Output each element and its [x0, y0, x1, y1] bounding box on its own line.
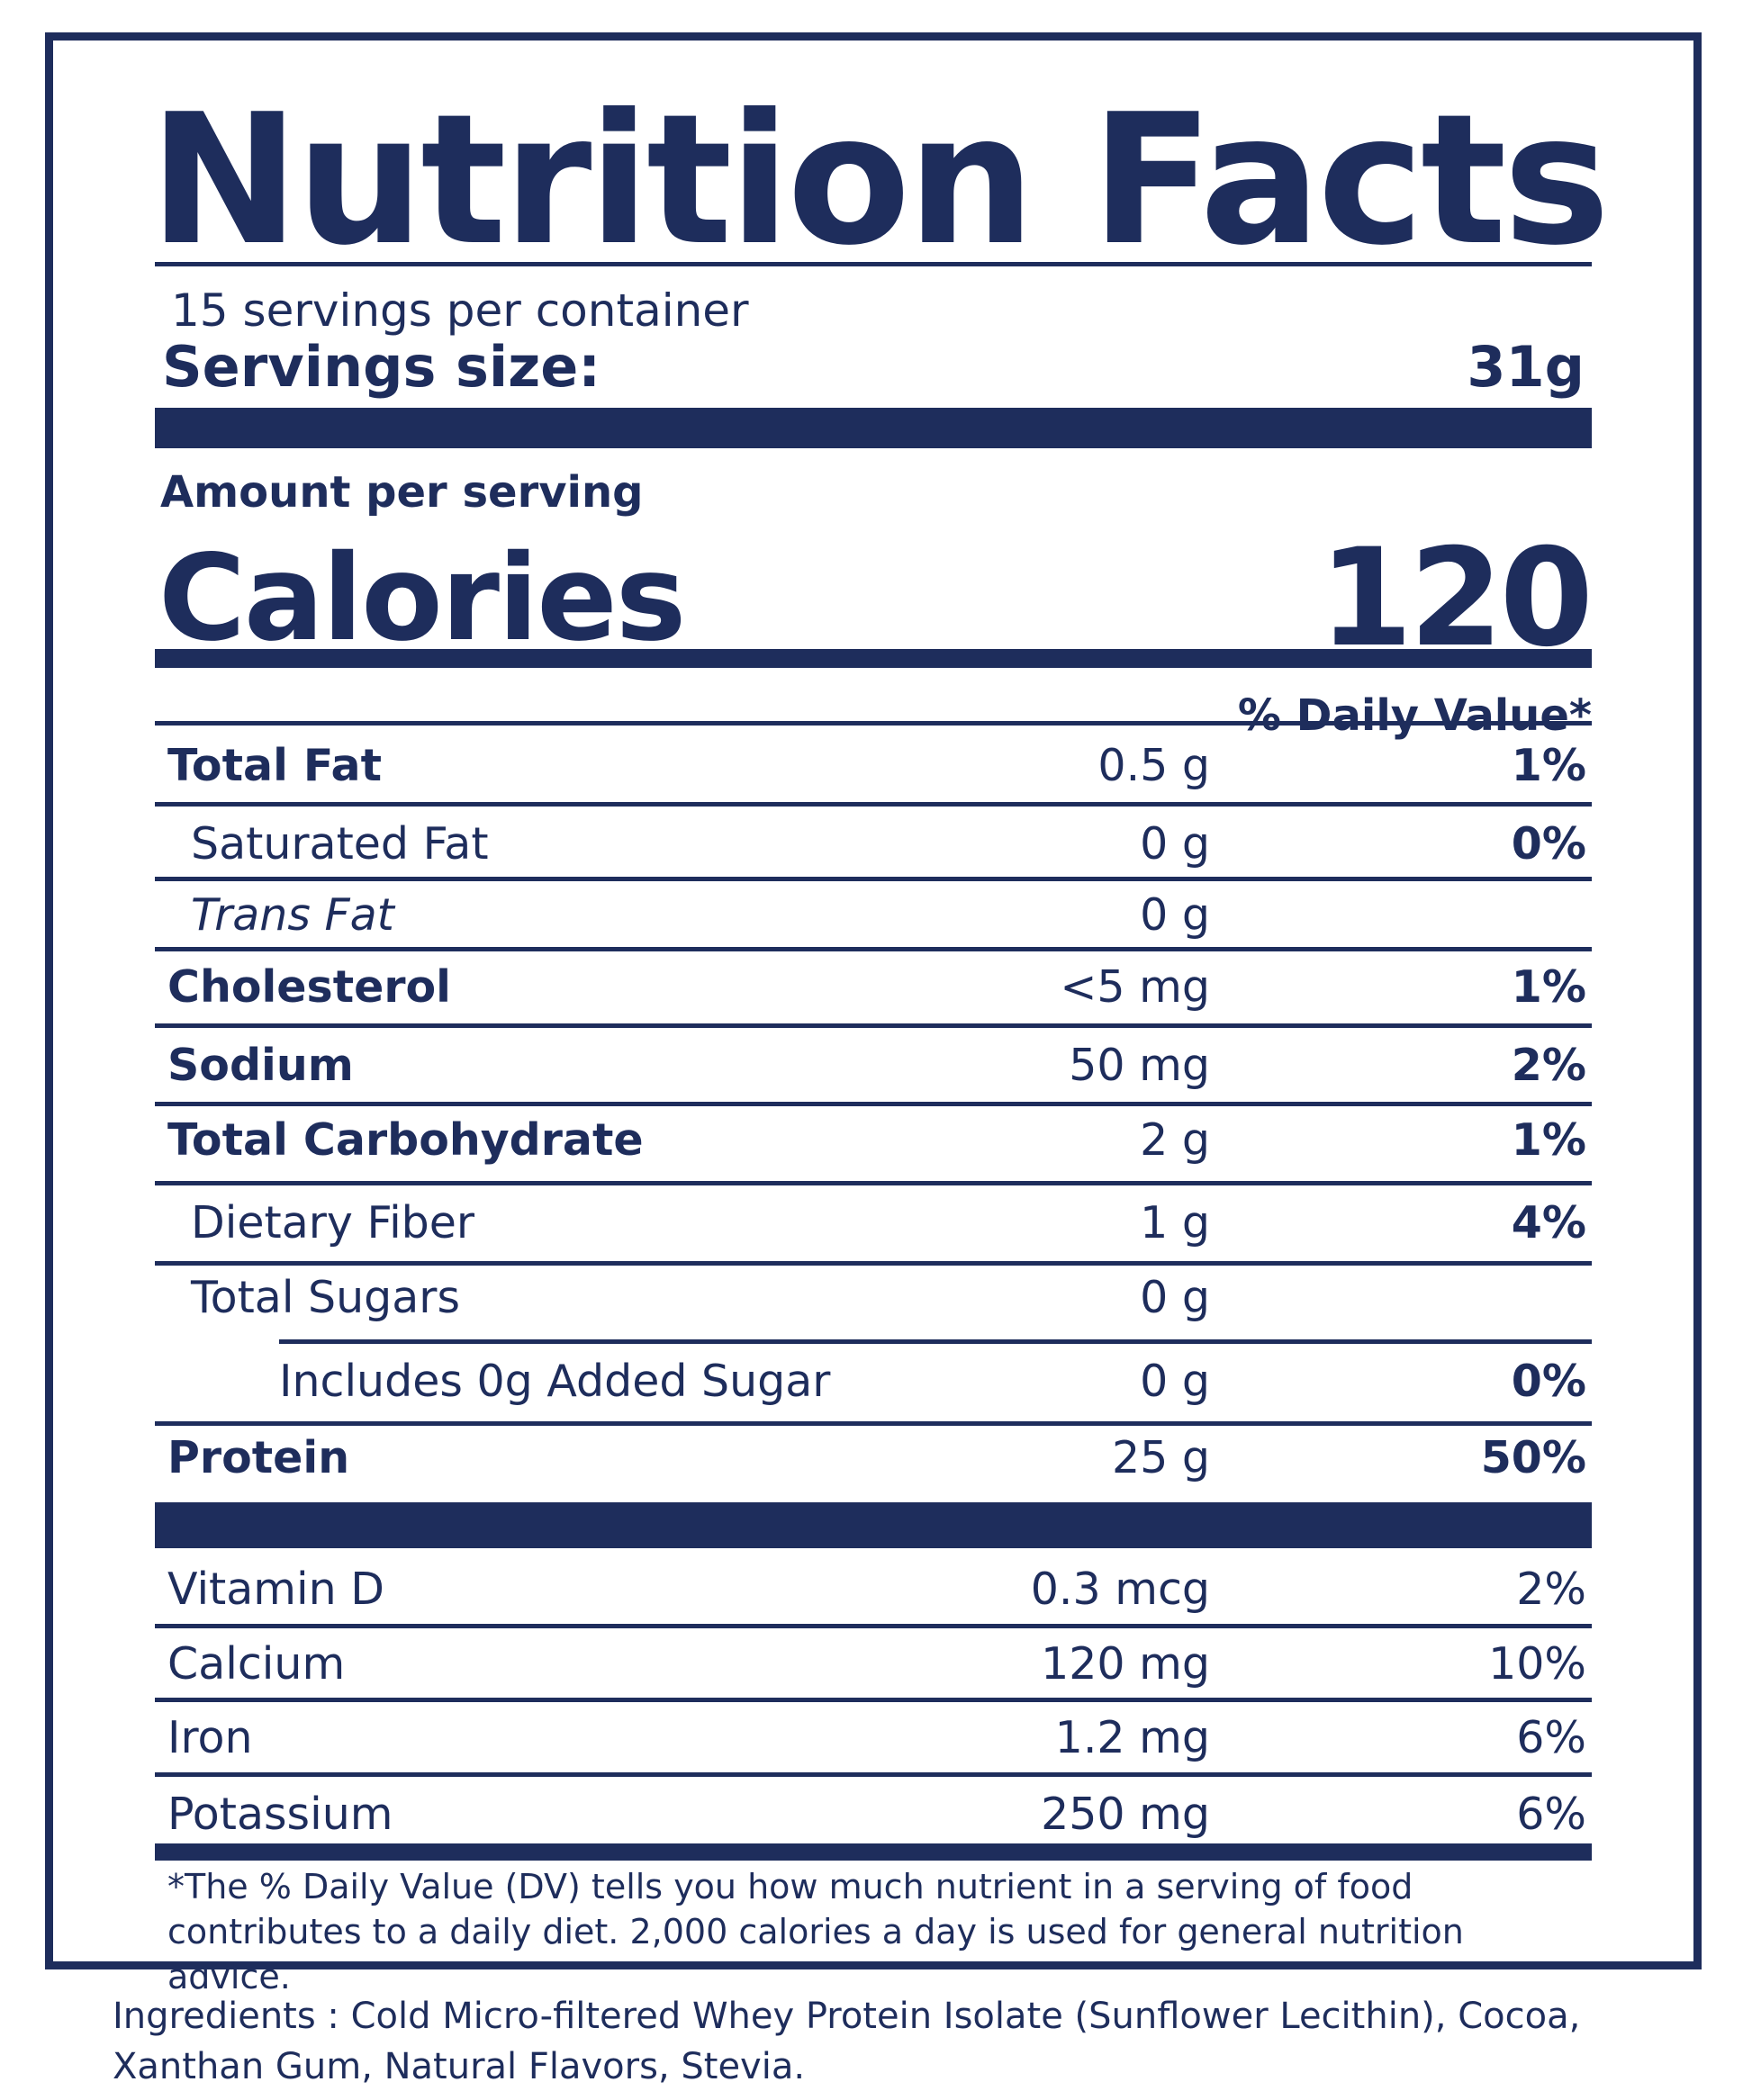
amount-per-serving: Amount per serving — [160, 467, 644, 518]
divider — [155, 1023, 1592, 1028]
nutrient-row-saturated-fat: Saturated Fat 0 g 0% — [155, 807, 1592, 877]
nutrient-amount: <5 mg — [1060, 961, 1210, 1013]
nutrient-name: Total Carbohydrate — [167, 1114, 644, 1166]
thick-divider — [155, 1502, 1592, 1548]
vitamin-row-potassium: Potassium 250 mg 6% — [155, 1777, 1592, 1847]
divider — [155, 1421, 1592, 1426]
nutrient-row-dietary-fiber: Dietary Fiber 1 g 4% — [155, 1185, 1592, 1261]
divider — [155, 947, 1592, 951]
label-content: Nutrition Facts 15 servings per containe… — [149, 41, 1610, 1996]
vitamin-dv: 10% — [1488, 1638, 1586, 1690]
thick-divider — [155, 1843, 1592, 1861]
nutrient-dv: 50% — [1480, 1432, 1586, 1483]
nutrient-amount: 2 g — [1140, 1114, 1210, 1166]
nutrient-row-total-sugars: Total Sugars 0 g — [155, 1266, 1592, 1339]
servings-per-container: 15 servings per container — [171, 284, 749, 337]
thick-divider — [155, 408, 1592, 448]
nutrient-dv: 0% — [1511, 1356, 1586, 1407]
nutrient-dv: 1% — [1511, 961, 1586, 1013]
vitamin-amount: 1.2 mg — [1054, 1712, 1210, 1763]
nutrient-name: Dietary Fiber — [191, 1197, 475, 1248]
vitamin-amount: 120 mg — [1041, 1638, 1210, 1690]
divider — [155, 262, 1592, 266]
ingredients-text: Ingredients : Cold Micro-filtered Whey P… — [113, 1996, 1581, 2087]
calories-label: Calories — [158, 529, 686, 668]
nutrient-row-cholesterol: Cholesterol <5 mg 1% — [155, 951, 1592, 1023]
thick-divider — [155, 649, 1592, 668]
vitamin-dv: 6% — [1516, 1789, 1586, 1840]
divider — [155, 1261, 1592, 1266]
vitamin-dv: 6% — [1516, 1712, 1586, 1763]
daily-value-header: % Daily Value* — [1237, 690, 1592, 741]
divider — [155, 1102, 1592, 1106]
nutrient-name: Saturated Fat — [191, 818, 489, 870]
vitamin-row-vitamin-d: Vitamin D 0.3 mcg 2% — [155, 1548, 1592, 1624]
indented-divider — [279, 1339, 1592, 1344]
nutrient-amount: 0 g — [1140, 889, 1210, 941]
nutrient-amount: 0 g — [1140, 1356, 1210, 1407]
nutrient-row-total-fat: Total Fat 0.5 g 1% — [155, 728, 1592, 802]
nutrient-amount: 25 g — [1111, 1432, 1210, 1483]
daily-value-footnote: *The % Daily Value (DV) tells you how mu… — [167, 1867, 1464, 1996]
vitamin-row-iron: Iron 1.2 mg 6% — [155, 1702, 1592, 1772]
nutrition-label: Nutrition Facts 15 servings per containe… — [45, 32, 1702, 1996]
nutrient-dv: 4% — [1511, 1197, 1586, 1248]
nutrient-name: Cholesterol — [167, 961, 451, 1013]
nutrient-row-trans-fat: Trans Fat 0 g — [155, 881, 1592, 947]
vitamin-dv: 2% — [1516, 1564, 1586, 1615]
serving-size-value: 31g — [1467, 334, 1585, 400]
nutrient-row-total-carbohydrate: Total Carbohydrate 2 g 1% — [155, 1106, 1592, 1181]
nutrient-name: Total Fat — [167, 740, 383, 791]
nutrient-dv: 0% — [1511, 818, 1586, 870]
nutrient-dv: 2% — [1511, 1040, 1586, 1091]
nutrient-amount: 50 mg — [1069, 1040, 1210, 1091]
nutrient-name: Protein — [167, 1432, 350, 1483]
vitamin-name: Potassium — [167, 1789, 393, 1840]
divider — [155, 1698, 1592, 1702]
nutrient-dv: 1% — [1511, 1114, 1586, 1166]
nutrient-name: Sodium — [167, 1040, 354, 1091]
nutrient-amount: 0.5 g — [1097, 740, 1210, 791]
nutrient-name: Trans Fat — [191, 889, 394, 941]
vitamin-name: Calcium — [167, 1638, 346, 1690]
nutrient-name: Total Sugars — [191, 1272, 460, 1323]
nutrient-row-added-sugar: Includes 0g Added Sugar 0 g 0% — [155, 1344, 1592, 1421]
nutrient-row-sodium: Sodium 50 mg 2% — [155, 1028, 1592, 1102]
serving-size-label: Servings size: — [162, 334, 601, 400]
vitamin-amount: 250 mg — [1041, 1789, 1210, 1840]
divider — [155, 1624, 1592, 1628]
nutrient-amount: 0 g — [1140, 818, 1210, 870]
vitamin-amount: 0.3 mcg — [1030, 1564, 1210, 1615]
vitamin-name: Iron — [167, 1712, 253, 1763]
nutrient-amount: 0 g — [1140, 1272, 1210, 1323]
divider — [155, 877, 1592, 881]
nutrient-amount: 1 g — [1140, 1197, 1210, 1248]
divider — [155, 1181, 1592, 1185]
nutrient-name: Includes 0g Added Sugar — [279, 1356, 831, 1407]
divider — [155, 1772, 1592, 1777]
label-title: Nutrition Facts — [149, 76, 1610, 285]
divider — [155, 721, 1592, 726]
divider — [155, 802, 1592, 807]
nutrient-row-protein: Protein 25 g 50% — [155, 1426, 1592, 1494]
nutrient-dv: 1% — [1511, 740, 1586, 791]
vitamin-row-calcium: Calcium 120 mg 10% — [155, 1628, 1592, 1698]
vitamin-name: Vitamin D — [167, 1564, 385, 1615]
